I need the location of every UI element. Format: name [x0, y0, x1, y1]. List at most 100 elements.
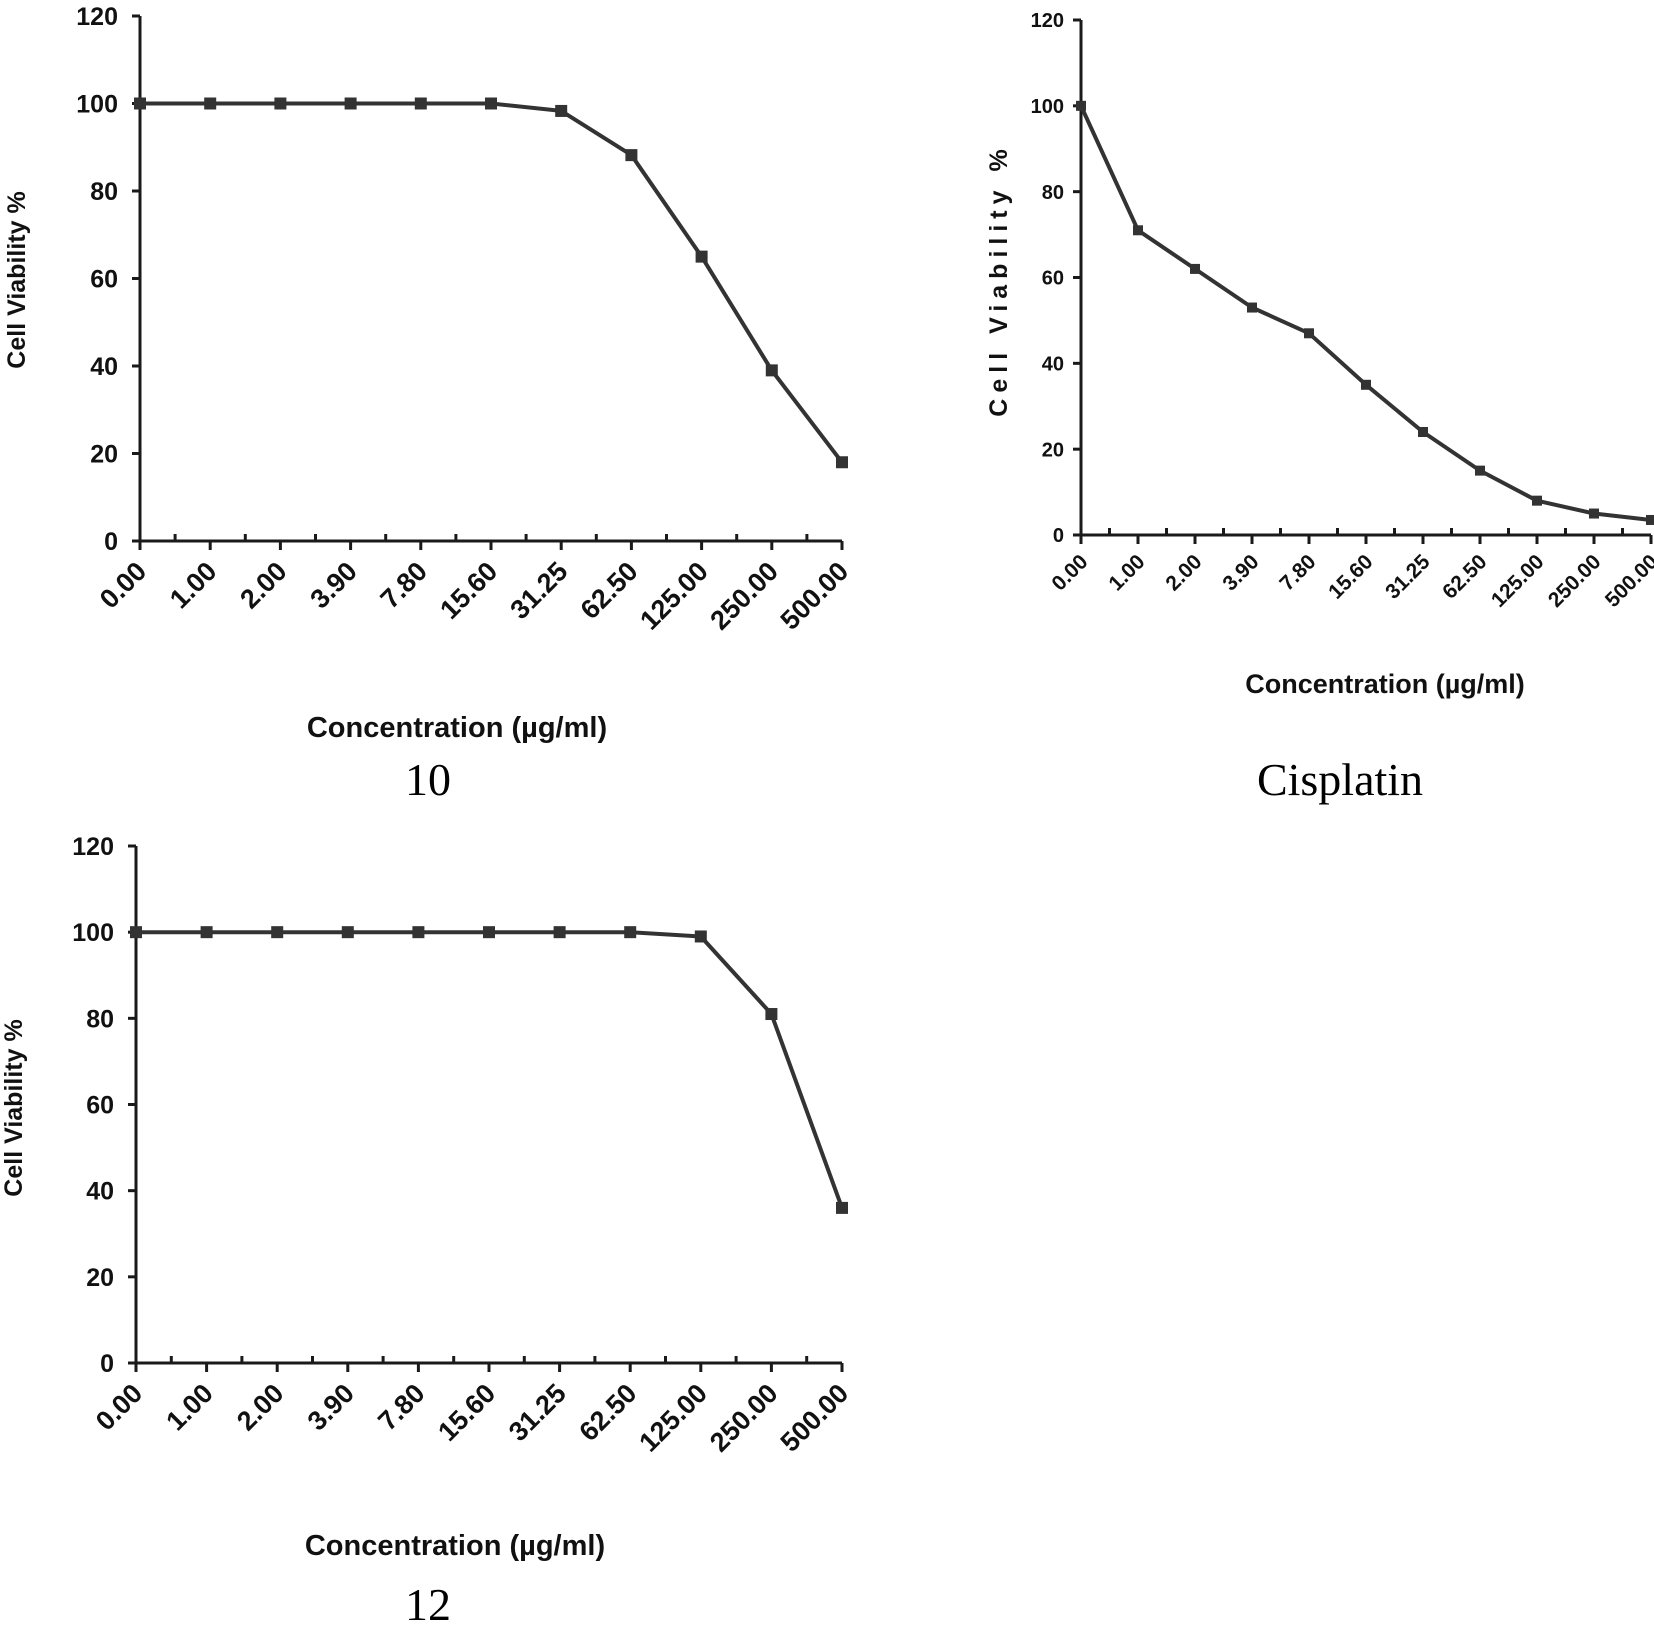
- y-tick-label: 40: [1042, 354, 1064, 376]
- data-point: [765, 364, 778, 377]
- data-series: [134, 97, 848, 469]
- data-point: [1304, 328, 1314, 339]
- x-tick-label: 7.80: [372, 1378, 430, 1436]
- data-point: [274, 97, 287, 110]
- y-axis-title: Cell Viability %: [985, 143, 1013, 416]
- data-point: [414, 97, 427, 110]
- data-point: [341, 926, 354, 939]
- x-tick-label: 125.00: [633, 1378, 713, 1458]
- series-line: [136, 930, 844, 1209]
- y-tick-label: 80: [86, 1005, 114, 1033]
- chart-caption: 12: [405, 1579, 451, 1628]
- data-point: [134, 97, 146, 110]
- data-point: [200, 926, 213, 939]
- x-tick-label: 31.25: [1381, 550, 1435, 604]
- x-tick-label: 250.00: [704, 1378, 784, 1458]
- data-point: [344, 97, 357, 110]
- data-point: [694, 930, 707, 943]
- data-point: [624, 926, 637, 939]
- y-tick-label: 80: [90, 178, 118, 206]
- data-point: [555, 104, 568, 117]
- data-point: [1646, 514, 1654, 525]
- x-ticks: 0.00 1.00 2.00 3.90 7.80 15.60 31.25 62.50125.0…: [94, 534, 854, 636]
- x-tick-label: 2.00: [1161, 550, 1206, 595]
- y-tick-label: 120: [72, 833, 114, 861]
- chart-cisplatin: 0 20 40 60 80 100 120 0.00 1.00 2.00 3.90 7.80 15.6…: [985, 10, 1654, 805]
- data-point: [485, 97, 497, 110]
- y-tick-label: 20: [1042, 439, 1064, 461]
- y-ticks: 0 20 40 60 80 100 120: [72, 833, 136, 1378]
- data-point: [1190, 263, 1200, 274]
- x-tick-label: 62.50: [1438, 550, 1491, 603]
- x-tick-label: 15.60: [432, 1378, 501, 1447]
- data-point: [1532, 495, 1542, 506]
- x-ticks: 0.00 1.00 2.00 3.90 7.80 15.60 31.25 62.50125.0…: [1047, 528, 1654, 612]
- x-tick-label: 1.00: [164, 556, 222, 614]
- x-tick-label: 7.80: [375, 556, 433, 614]
- y-tick-label: 0: [104, 528, 118, 556]
- x-axis-title: Concentration (µg/ml): [1245, 669, 1525, 699]
- data-point: [1361, 379, 1371, 390]
- chart-compound-10: 0 20 40 60 80 100 120 0.00 1.00 2.00 3.90 7.80 15.6…: [3, 3, 854, 805]
- y-tick-label: 40: [90, 353, 118, 381]
- data-point: [130, 926, 142, 939]
- data-point: [271, 926, 284, 939]
- chart-compound-12: 0 20 40 60 80 100 120 0.00 1.00 2.00 3.90 7.80 15.6…: [0, 833, 854, 1628]
- x-tick-label: 1.00: [160, 1378, 218, 1436]
- y-axis-title: Cell Viability %: [3, 191, 31, 368]
- x-tick-label: 500.00: [775, 1378, 855, 1458]
- series-line: [140, 101, 844, 464]
- x-tick-label: 0.00: [94, 556, 152, 614]
- data-point: [1418, 427, 1428, 437]
- x-tick-label: 15.60: [434, 556, 503, 625]
- y-tick-label: 60: [1042, 268, 1064, 290]
- data-point: [625, 149, 638, 162]
- y-tick-label: 20: [86, 1264, 114, 1292]
- y-tick-label: 100: [72, 919, 114, 947]
- x-tick-label: 2.00: [234, 556, 292, 614]
- chart-caption: 10: [405, 754, 451, 805]
- x-tick-label: 7.80: [1275, 550, 1320, 595]
- data-series: [1076, 100, 1654, 525]
- y-tick-label: 40: [86, 1178, 114, 1206]
- x-tick-label: 0.00: [90, 1378, 148, 1436]
- data-point: [1247, 302, 1257, 313]
- data-point: [483, 926, 495, 939]
- x-axis-title: Concentration (µg/ml): [307, 712, 607, 744]
- y-tick-label: 80: [1042, 182, 1064, 204]
- data-series: [130, 926, 848, 1214]
- data-point: [1076, 100, 1086, 111]
- x-ticks: 0.00 1.00 2.00 3.90 7.80 15.60 31.25 62.50125.0…: [90, 1356, 854, 1458]
- data-point: [412, 926, 425, 939]
- data-point: [1589, 508, 1599, 519]
- x-tick-label: 125.00: [1487, 550, 1549, 612]
- x-tick-label: 31.25: [503, 1378, 572, 1447]
- y-tick-label: 0: [1053, 525, 1064, 547]
- x-axis-title: Concentration (µg/ml): [305, 1530, 605, 1562]
- y-ticks: 0 20 40 60 80 100 120: [76, 3, 140, 556]
- data-point: [1133, 225, 1143, 236]
- y-tick-label: 120: [1031, 10, 1064, 32]
- data-point: [836, 1201, 848, 1214]
- x-tick-label: 0.00: [1047, 550, 1092, 595]
- x-tick-label: 62.50: [573, 1378, 642, 1447]
- x-tick-label: 500.00: [1601, 550, 1654, 612]
- y-tick-label: 100: [1031, 96, 1064, 118]
- x-tick-label: 2.00: [231, 1378, 289, 1436]
- data-point: [765, 1008, 778, 1021]
- x-tick-label: 250.00: [704, 556, 784, 636]
- data-point: [1475, 465, 1485, 476]
- y-tick-label: 0: [100, 1350, 114, 1378]
- y-tick-label: 100: [76, 91, 118, 119]
- data-point: [695, 250, 708, 263]
- x-tick-label: 3.90: [1218, 550, 1263, 595]
- y-tick-label: 60: [86, 1092, 114, 1120]
- data-point: [553, 926, 566, 939]
- x-tick-label: 1.00: [1104, 550, 1149, 595]
- x-tick-label: 3.90: [304, 556, 362, 614]
- x-tick-label: 250.00: [1544, 550, 1606, 612]
- x-tick-label: 15.60: [1324, 550, 1377, 603]
- x-tick-label: 125.00: [634, 556, 714, 636]
- x-tick-label: 3.90: [302, 1378, 360, 1436]
